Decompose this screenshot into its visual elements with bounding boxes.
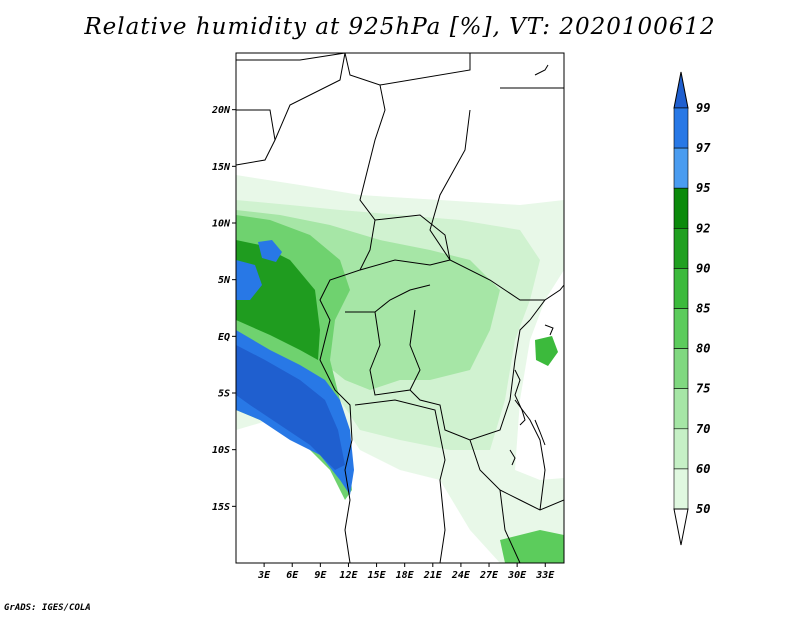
- country-borders: [236, 53, 564, 563]
- colorbar-label: 50: [696, 502, 710, 516]
- lat-tick-label: 20N: [211, 105, 231, 116]
- lat-tick-label: 5N: [218, 275, 231, 286]
- colorbar-label: 99: [696, 101, 710, 115]
- colorbar-label: 70: [696, 422, 710, 436]
- humidity-85-lake-region: [535, 336, 558, 366]
- lon-tick-label: 15E: [368, 570, 387, 581]
- colorbar: 99 97 95 92 90 85 80 75 70 60 50: [673, 71, 711, 546]
- colorbar-segment: [673, 508, 689, 546]
- colorbar-label: 92: [696, 221, 710, 235]
- humidity-97-highland: [258, 240, 282, 262]
- lat-tick-label: 10S: [212, 445, 230, 456]
- lat-tick-label: 5S: [218, 389, 230, 400]
- lon-tick-label: 27E: [479, 570, 499, 581]
- map-frame: [235, 52, 565, 564]
- colorbar-label: 75: [696, 382, 710, 396]
- lon-tick-label: 24E: [451, 570, 471, 581]
- colorbar-label: 85: [696, 302, 710, 316]
- lon-tick-label: 30E: [507, 570, 527, 581]
- credit-label: GrADS: IGES/COLA: [4, 603, 91, 613]
- lat-tick-label: 15N: [212, 162, 231, 173]
- humidity-99-ocean-core: [236, 345, 345, 470]
- colorbar-label: 80: [696, 342, 710, 356]
- colorbar-segment: [673, 107, 689, 149]
- colorbar-segment: [673, 468, 689, 510]
- lon-tick-label: 18E: [396, 570, 415, 581]
- lon-tick-label: 3E: [257, 570, 271, 581]
- colorbar-segment: [673, 147, 689, 189]
- colorbar-label: 95: [696, 181, 710, 195]
- lat-tick-label: EQ: [218, 332, 230, 343]
- colorbar-segment: [673, 428, 689, 470]
- map-panel: [236, 53, 564, 563]
- lon-tick-label: 21E: [423, 570, 443, 581]
- colorbar-segment: [673, 308, 689, 349]
- colorbar-segment: [673, 388, 689, 430]
- humidity-97-ocean-north: [236, 260, 262, 300]
- colorbar-segment: [673, 228, 689, 269]
- lon-tick-label: 9E: [314, 570, 327, 581]
- colorbar-segment: [673, 348, 689, 390]
- colorbar-label: 90: [696, 261, 710, 275]
- colorbar-label: 60: [696, 462, 710, 476]
- lat-tick-label: 10N: [212, 219, 231, 230]
- latitude-axis: 20N 15N 10N 5N EQ 5S 10S 15S: [211, 105, 236, 513]
- humidity-90-field: [236, 240, 320, 360]
- colorbar-segment: [673, 187, 689, 229]
- map-title: Relative humidity at 925hPa [%], VT: 202…: [84, 14, 716, 40]
- lon-tick-label: 33E: [535, 570, 555, 581]
- colorbar-segment: [673, 71, 689, 109]
- colorbar-segment: [673, 268, 689, 309]
- colorbar-label: 97: [696, 141, 711, 155]
- lon-tick-label: 6E: [286, 570, 299, 581]
- longitude-axis: 3E 6E 9E 12E 15E 18E 21E 24E 27E 30E 33E: [257, 563, 555, 581]
- lon-tick-label: 12E: [339, 570, 358, 581]
- lakes: [509, 324, 554, 466]
- lat-tick-label: 15S: [212, 502, 230, 513]
